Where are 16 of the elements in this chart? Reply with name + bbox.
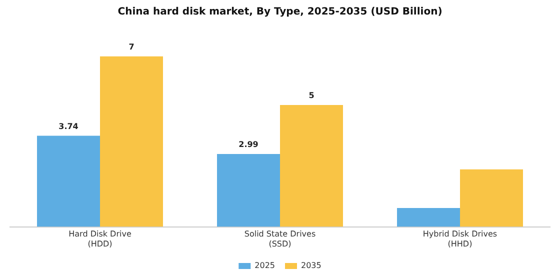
bar bbox=[37, 136, 100, 227]
legend-label: 2035 bbox=[301, 261, 322, 270]
x-tick-label: Solid State Drives (SSD) bbox=[244, 230, 316, 248]
bar bbox=[280, 105, 343, 227]
bar bbox=[100, 56, 163, 227]
bar bbox=[460, 169, 523, 227]
bar bbox=[397, 208, 460, 227]
legend-label: 2025 bbox=[254, 261, 275, 270]
data-label: 2.99 bbox=[238, 140, 259, 150]
data-label: 7 bbox=[128, 42, 134, 52]
x-tick-label: Hard Disk Drive (HDD) bbox=[68, 230, 132, 248]
bar bbox=[217, 154, 280, 227]
data-label: 5 bbox=[308, 91, 315, 100]
data-label: 3.74 bbox=[58, 122, 79, 131]
x-tick-label: Hybrid Disk Drives (HHD) bbox=[422, 230, 498, 248]
chart-title: China hard disk market, By Type, 2025-2035 (USD Billion) bbox=[118, 6, 442, 18]
